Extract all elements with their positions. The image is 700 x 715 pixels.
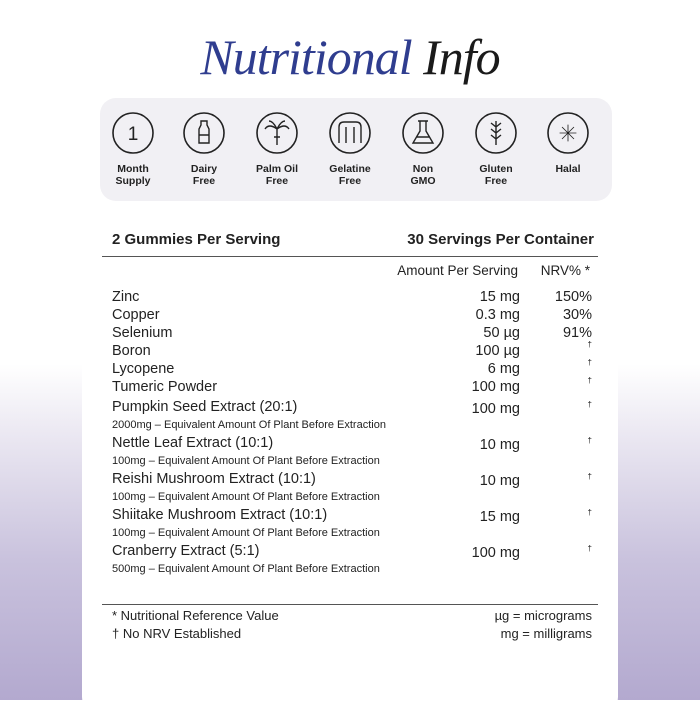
nutrient-nrv: † — [587, 340, 592, 349]
nutrient-name: Selenium — [112, 325, 173, 341]
badge-label: Dairy — [191, 163, 217, 175]
icon-glyph — [338, 121, 362, 143]
icon-ring — [183, 112, 225, 154]
nutrient-amount: 100 mg — [471, 379, 520, 395]
badge-label: Month — [117, 163, 149, 175]
nutrient-amount: 10 mg — [479, 473, 520, 489]
badge-label: Free — [485, 175, 507, 187]
icon-ring — [547, 112, 589, 154]
icon-glyph — [198, 120, 210, 144]
serving: 2 Gummies Per Serving — [112, 231, 281, 248]
icon-ring — [475, 112, 517, 154]
nutrient-amount: 50 µg — [483, 325, 520, 341]
nutrient-note: 500mg – Equivalent Amount Of Plant Befor… — [112, 563, 380, 575]
icon-ring — [256, 112, 298, 154]
icon-glyph — [411, 120, 435, 144]
nutrient-nrv: † — [587, 358, 592, 367]
nutrient-name: Reishi Mushroom Extract (10:1) — [112, 471, 316, 487]
title-main: Nutritional — [200, 29, 412, 85]
icon-number: 1 — [128, 124, 139, 145]
nutrient-amount: 15 mg — [479, 289, 520, 305]
servings-per-container: 30 Servings Per Container — [407, 231, 594, 248]
nutrient-name: Boron — [112, 343, 151, 359]
footnote-left: † No NRV Established — [112, 626, 242, 641]
nutrient-note: 100mg – Equivalent Amount Of Plant Befor… — [112, 527, 380, 539]
nutrient-note: 100mg – Equivalent Amount Of Plant Befor… — [112, 455, 380, 467]
title: Nutritional Info — [0, 28, 700, 86]
badge-label: Non — [413, 163, 433, 175]
badge-icon — [329, 112, 371, 154]
badge-icon — [256, 112, 298, 154]
badge-icon — [183, 112, 225, 154]
nutrient-note: 100mg – Equivalent Amount Of Plant Befor… — [112, 491, 380, 503]
badge-label: Gluten — [479, 163, 512, 175]
nutrient-nrv: † — [587, 544, 592, 553]
nutrient-name: Pumpkin Seed Extract (20:1) — [112, 399, 298, 415]
icon-glyph — [264, 120, 290, 145]
badge-icon — [402, 112, 444, 154]
title-accent: Info — [423, 29, 501, 85]
footnote-right: µg = micrograms — [494, 608, 592, 623]
nutrient-name: Nettle Leaf Extract (10:1) — [112, 435, 274, 451]
badge-label: Gelatine — [329, 163, 371, 175]
badge-label: Free — [339, 175, 361, 187]
nutrient-nrv: 91% — [562, 325, 592, 341]
column-amount: Amount Per Serving — [397, 263, 518, 278]
nutrition-table: 2 Gummies Per Serving 30 Servings Per Con… — [82, 215, 618, 715]
badge-icon — [547, 112, 589, 154]
nutrient-name: Shiitake Mushroom Extract (10:1) — [112, 507, 328, 523]
header-rule — [102, 256, 598, 257]
nutrient-amount: 100 mg — [471, 401, 520, 417]
column-nrv: NRV% * — [540, 263, 590, 278]
nutrient-nrv: † — [587, 472, 592, 481]
footnote-left: * Nutritional Reference Value — [112, 608, 279, 623]
nutrient-name: Tumeric Powder — [112, 379, 218, 395]
nutrient-amount: 100 mg — [471, 545, 520, 561]
nutrient-note: 2000mg – Equivalent Amount Of Plant Befo… — [112, 419, 386, 431]
badge-label: Free — [266, 175, 288, 187]
nutrient-name: Cranberry Extract (5:1) — [112, 543, 260, 559]
badge-label: Halal — [555, 163, 580, 175]
badge-label: GMO — [410, 175, 435, 187]
nutrient-name: Zinc — [112, 289, 140, 305]
badge-icon: 1 — [112, 112, 154, 154]
nutrient-amount: 0.3 mg — [475, 307, 520, 323]
nutrient-nrv: 30% — [562, 307, 592, 323]
nutrient-nrv: † — [587, 508, 592, 517]
badge-label: Palm Oil — [256, 163, 298, 175]
nutrient-nrv: † — [587, 436, 592, 445]
nutrient-nrv: 150% — [554, 289, 592, 305]
nutrient-name: Lycopene — [112, 361, 175, 377]
nutrient-nrv: † — [587, 400, 592, 409]
nutrient-amount: 100 µg — [475, 343, 520, 359]
badge-panel: 1 Month Supply Dairy Free Palm Oil Free Gelatin… — [100, 98, 612, 201]
footnote-right: mg = milligrams — [500, 626, 592, 641]
icon-ring — [402, 112, 444, 154]
nutrient-name: Copper — [112, 307, 160, 323]
footer-rule — [102, 604, 598, 605]
nutrient-amount: 10 mg — [479, 437, 520, 453]
badge-icon — [475, 112, 517, 154]
nutrient-amount: 6 mg — [487, 361, 520, 377]
nutrient-nrv: † — [587, 376, 592, 385]
badge-label: Free — [193, 175, 215, 187]
icon-glyph — [559, 124, 577, 142]
icon-ring — [329, 112, 371, 154]
icon-glyph — [490, 121, 502, 145]
icon-ring — [112, 112, 154, 154]
nutrient-amount: 15 mg — [479, 509, 520, 525]
badge-label: Supply — [115, 175, 150, 187]
page: Nutritional Info 1 Month Supply Dairy Free Pa… — [0, 0, 700, 700]
